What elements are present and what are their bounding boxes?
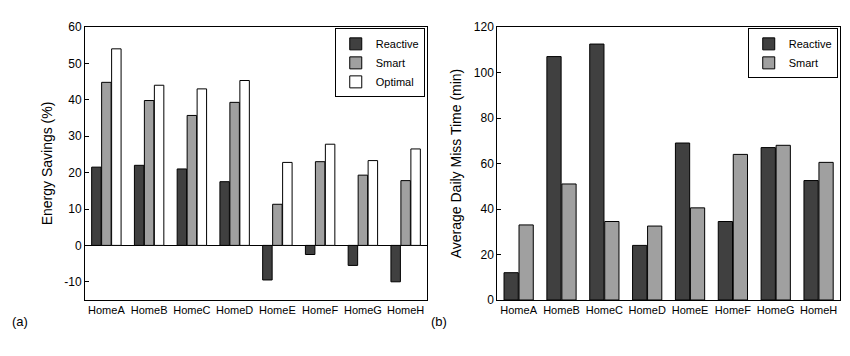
svg-text:HomeF: HomeF xyxy=(715,304,751,316)
svg-text:HomeH: HomeH xyxy=(800,304,837,316)
svg-text:Reactive: Reactive xyxy=(789,38,832,50)
svg-text:HomeG: HomeG xyxy=(344,304,382,316)
svg-text:HomeH: HomeH xyxy=(387,304,424,316)
svg-text:Energy Savings (%): Energy Savings (%) xyxy=(39,102,55,226)
svg-text:HomeA: HomeA xyxy=(500,304,537,316)
svg-text:HomeA: HomeA xyxy=(88,304,125,316)
svg-text:0: 0 xyxy=(487,293,494,307)
svg-text:Optimal: Optimal xyxy=(376,76,414,88)
svg-text:-10: -10 xyxy=(64,275,82,289)
svg-text:(a): (a) xyxy=(12,314,28,329)
svg-text:Smart: Smart xyxy=(789,57,818,69)
svg-text:HomeD: HomeD xyxy=(216,304,253,316)
svg-text:HomeB: HomeB xyxy=(131,304,168,316)
svg-text:60: 60 xyxy=(480,157,494,171)
svg-text:HomeG: HomeG xyxy=(757,304,795,316)
svg-text:120: 120 xyxy=(474,20,494,34)
svg-text:80: 80 xyxy=(480,111,494,125)
svg-text:Reactive: Reactive xyxy=(376,38,419,50)
svg-text:10: 10 xyxy=(68,202,82,216)
svg-text:Average Daily Miss Time (min): Average Daily Miss Time (min) xyxy=(448,69,464,259)
svg-text:60: 60 xyxy=(68,20,82,34)
svg-text:20: 20 xyxy=(68,166,82,180)
svg-text:0: 0 xyxy=(75,239,82,253)
svg-text:40: 40 xyxy=(480,202,494,216)
svg-text:20: 20 xyxy=(480,248,494,262)
svg-text:HomeE: HomeE xyxy=(672,304,709,316)
svg-text:HomeB: HomeB xyxy=(543,304,580,316)
svg-text:Smart: Smart xyxy=(376,57,405,69)
svg-text:40: 40 xyxy=(68,93,82,107)
svg-text:HomeE: HomeE xyxy=(259,304,296,316)
svg-text:HomeC: HomeC xyxy=(586,304,623,316)
svg-text:50: 50 xyxy=(68,57,82,71)
svg-text:100: 100 xyxy=(474,66,494,80)
svg-text:HomeC: HomeC xyxy=(173,304,210,316)
svg-text:30: 30 xyxy=(68,129,82,143)
svg-text:HomeF: HomeF xyxy=(302,304,338,316)
svg-text:(b): (b) xyxy=(431,314,447,329)
svg-text:HomeD: HomeD xyxy=(629,304,666,316)
